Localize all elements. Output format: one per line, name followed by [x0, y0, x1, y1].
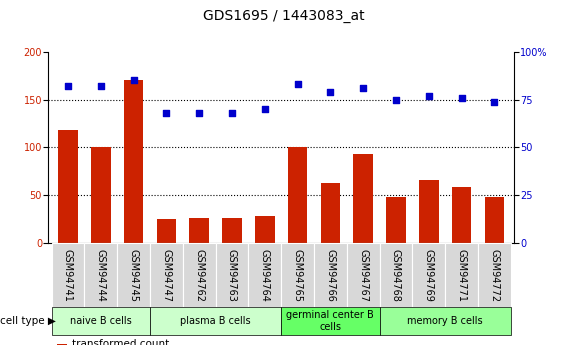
- Bar: [320, 183, 340, 243]
- Point: [162, 110, 171, 116]
- Bar: [124, 80, 143, 243]
- Bar: [248, 243, 281, 307]
- Bar: [386, 197, 406, 243]
- Bar: [485, 197, 504, 243]
- Bar: [281, 307, 379, 335]
- Bar: [117, 243, 150, 307]
- Bar: [379, 243, 412, 307]
- Bar: [183, 243, 216, 307]
- Bar: [150, 307, 281, 335]
- Bar: [445, 243, 478, 307]
- Point: [326, 89, 335, 95]
- Text: GSM94741: GSM94741: [63, 249, 73, 302]
- Bar: [157, 219, 176, 243]
- Bar: [419, 180, 438, 243]
- Text: GSM94766: GSM94766: [325, 249, 335, 302]
- Text: GSM94747: GSM94747: [161, 249, 172, 302]
- Point: [227, 110, 236, 116]
- Point: [96, 83, 105, 89]
- Bar: [288, 147, 307, 243]
- Text: GSM94765: GSM94765: [293, 249, 303, 302]
- Point: [391, 97, 400, 102]
- Point: [358, 85, 367, 91]
- Bar: [91, 147, 111, 243]
- Text: GSM94768: GSM94768: [391, 249, 401, 302]
- Text: GSM94769: GSM94769: [424, 249, 434, 302]
- Bar: [150, 243, 183, 307]
- Text: GSM94762: GSM94762: [194, 249, 204, 302]
- Point: [195, 110, 204, 116]
- Text: transformed count: transformed count: [72, 339, 169, 345]
- Point: [64, 83, 73, 89]
- Bar: [58, 130, 78, 243]
- Bar: [216, 243, 248, 307]
- Bar: [85, 243, 117, 307]
- Text: GDS1695 / 1443083_at: GDS1695 / 1443083_at: [203, 9, 365, 23]
- Bar: [222, 218, 242, 243]
- Bar: [379, 307, 511, 335]
- Bar: [255, 216, 274, 243]
- Bar: [452, 187, 471, 243]
- Point: [129, 78, 138, 83]
- Text: cell type ▶: cell type ▶: [0, 316, 56, 326]
- Bar: [52, 307, 150, 335]
- Text: memory B cells: memory B cells: [407, 316, 483, 326]
- Point: [260, 106, 269, 112]
- Bar: [353, 154, 373, 243]
- Bar: [189, 218, 209, 243]
- Text: GSM94745: GSM94745: [128, 249, 139, 302]
- Point: [293, 81, 302, 87]
- Bar: [281, 243, 314, 307]
- Text: germinal center B
cells: germinal center B cells: [286, 310, 374, 332]
- Text: GSM94767: GSM94767: [358, 249, 368, 302]
- Bar: [52, 243, 85, 307]
- Bar: [346, 243, 379, 307]
- Text: GSM94764: GSM94764: [260, 249, 270, 302]
- Bar: [478, 243, 511, 307]
- Bar: [412, 243, 445, 307]
- Point: [490, 99, 499, 104]
- Text: GSM94763: GSM94763: [227, 249, 237, 302]
- Point: [457, 95, 466, 100]
- Point: [424, 93, 433, 99]
- Text: GSM94772: GSM94772: [490, 249, 499, 302]
- Text: naive B cells: naive B cells: [70, 316, 132, 326]
- Text: GSM94771: GSM94771: [457, 249, 466, 302]
- Text: GSM94744: GSM94744: [96, 249, 106, 302]
- Bar: [314, 243, 346, 307]
- Text: plasma B cells: plasma B cells: [180, 316, 251, 326]
